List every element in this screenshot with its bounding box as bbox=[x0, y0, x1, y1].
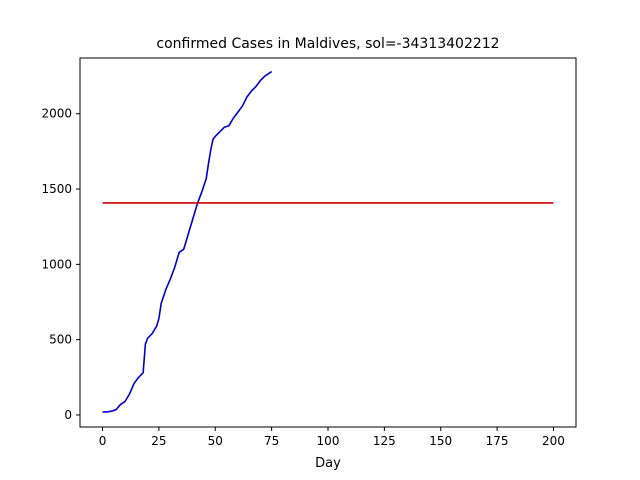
y-tick-label: 2000 bbox=[41, 107, 72, 121]
y-tick-label: 1500 bbox=[41, 182, 72, 196]
x-tick-label: 25 bbox=[151, 434, 166, 448]
x-tick-label: 150 bbox=[429, 434, 452, 448]
x-axis-label: Day bbox=[315, 456, 341, 471]
y-tick-label: 1000 bbox=[41, 257, 72, 271]
x-tick-label: 75 bbox=[264, 434, 279, 448]
x-tick-label: 175 bbox=[486, 434, 509, 448]
y-tick-label: 0 bbox=[64, 408, 72, 422]
x-tick-label: 200 bbox=[542, 434, 565, 448]
x-tick-label: 0 bbox=[99, 434, 107, 448]
x-tick-label: 125 bbox=[373, 434, 396, 448]
plot-area bbox=[102, 70, 554, 413]
y-tick-label: 500 bbox=[49, 333, 72, 347]
x-axis-ticks: 0 25 50 75 100 125 150 175 200 bbox=[99, 427, 565, 448]
chart-title: confirmed Cases in Maldives, sol=-343134… bbox=[156, 36, 499, 52]
x-tick-label: 50 bbox=[208, 434, 223, 448]
x-tick-label: 100 bbox=[317, 434, 340, 448]
y-axis-ticks: 0 500 1000 1500 2000 bbox=[41, 107, 80, 422]
series-line-1 bbox=[102, 70, 273, 413]
